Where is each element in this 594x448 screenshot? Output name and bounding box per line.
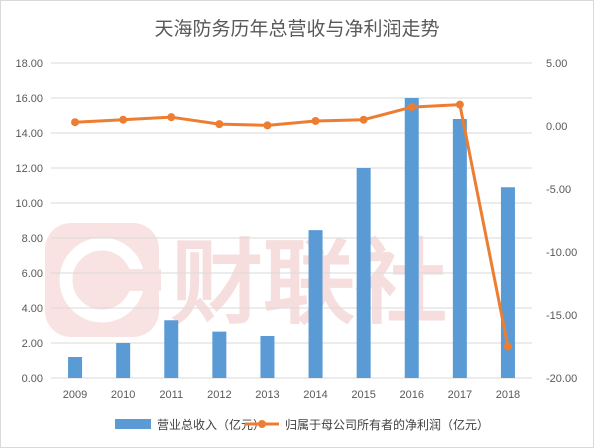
profit-point: [167, 113, 176, 122]
revenue-bar: [308, 230, 323, 378]
profit-point: [215, 120, 224, 129]
legend-profit-marker: [258, 420, 266, 428]
right-axis: -20.00 -15.00 -10.00 -5.00 0.00 5.00: [546, 58, 577, 385]
legend-revenue-label: 营业总收入（亿元）: [157, 417, 265, 432]
x-tick-label: 2013: [255, 389, 279, 401]
watermark-logo: 财联社: [45, 223, 447, 337]
left-tick-label: 12.00: [15, 163, 43, 175]
profit-point: [359, 115, 368, 124]
right-tick-label: -15.00: [546, 310, 577, 322]
x-tick-label: 2017: [448, 389, 472, 401]
profit-point: [71, 118, 80, 127]
left-tick-label: 14.00: [15, 128, 43, 140]
revenue-bar: [164, 320, 179, 378]
profit-line-series: [71, 100, 512, 351]
profit-point: [455, 100, 464, 109]
x-tick-label: 2012: [207, 389, 231, 401]
x-tick-label: 2014: [303, 389, 327, 401]
revenue-bar: [452, 119, 467, 378]
left-tick-label: 10.00: [15, 198, 43, 210]
left-tick-label: 4.00: [22, 303, 43, 315]
left-tick-label: 0.00: [22, 373, 43, 385]
left-axis: 0.00 2.00 4.00 6.00 8.00 10.00 12.00 14.00 16.00…: [15, 58, 43, 385]
x-axis: 2009 2010 2011 2012 2013 2014 2015 2016 2017 2018: [63, 389, 520, 401]
gridlines: [51, 62, 532, 379]
x-tick-label: 2011: [159, 389, 183, 401]
left-tick-label: 18.00: [15, 58, 43, 70]
left-tick-label: 2.00: [22, 338, 43, 350]
right-tick-label: -10.00: [546, 247, 577, 259]
profit-point: [119, 115, 128, 124]
revenue-bars: [68, 98, 515, 378]
revenue-bar: [404, 98, 419, 378]
right-tick-label: -5.00: [546, 184, 571, 196]
profit-point: [503, 342, 512, 351]
revenue-bar: [116, 343, 131, 378]
legend-revenue-swatch: [115, 419, 151, 429]
profit-point: [407, 103, 416, 112]
revenue-bar: [356, 168, 371, 378]
legend-profit-label: 归属于母公司所有者的净利润（亿元）: [285, 417, 489, 432]
left-tick-label: 16.00: [15, 93, 43, 105]
revenue-bar: [212, 331, 227, 378]
x-tick-label: 2016: [400, 389, 424, 401]
left-tick-label: 8.00: [22, 233, 43, 245]
left-tick-label: 6.00: [22, 268, 43, 280]
revenue-bar: [68, 357, 83, 378]
x-tick-label: 2010: [111, 389, 135, 401]
right-tick-label: 0.00: [546, 121, 567, 133]
profit-line: [74, 103, 510, 347]
profit-point: [311, 116, 320, 125]
profit-point: [263, 121, 272, 130]
right-tick-label: 5.00: [546, 58, 567, 70]
chart-title: 天海防务历年总营收与净利润走势: [154, 18, 439, 40]
revenue-bar: [260, 336, 275, 378]
x-tick-label: 2018: [496, 389, 520, 401]
right-tick-label: -20.00: [546, 373, 577, 385]
legend: 营业总收入（亿元） 归属于母公司所有者的净利润（亿元）: [115, 417, 489, 432]
x-tick-label: 2015: [351, 389, 375, 401]
x-tick-label: 2009: [63, 389, 87, 401]
